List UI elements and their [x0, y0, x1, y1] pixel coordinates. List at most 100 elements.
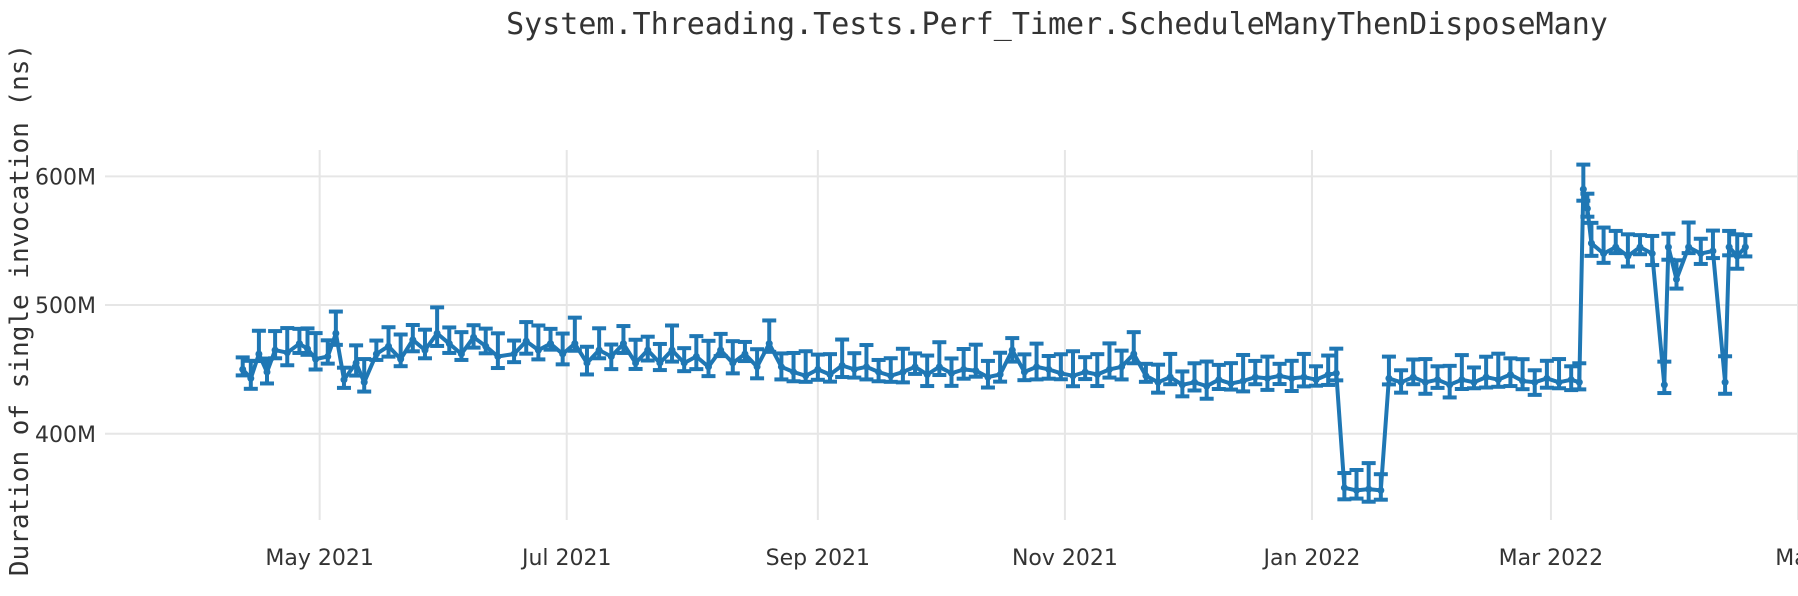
data-point — [1479, 354, 1494, 390]
data-point — [478, 326, 493, 356]
data-point — [652, 341, 667, 373]
data-point — [1681, 220, 1696, 256]
data-point — [993, 350, 1008, 384]
y-tick-label: 500M — [35, 294, 96, 319]
data-point — [1552, 357, 1567, 391]
data-point — [1515, 357, 1530, 392]
data-point — [579, 344, 594, 377]
data-point — [1211, 362, 1226, 391]
data-point — [1151, 362, 1166, 395]
y-axis-label: Duration of single invocation (ns) — [5, 44, 35, 576]
data-point — [1175, 369, 1190, 399]
data-point — [555, 331, 570, 367]
data-point — [1657, 359, 1672, 396]
data-point — [1361, 461, 1376, 504]
data-point — [454, 330, 469, 362]
data-point — [1114, 348, 1129, 382]
data-point — [1669, 258, 1684, 291]
x-tick-label: Nov 2021 — [1012, 546, 1118, 571]
data-point — [835, 337, 850, 380]
y-tick-label: 400M — [35, 423, 96, 448]
data-point — [1564, 364, 1579, 393]
data-point — [1430, 364, 1445, 390]
data-point — [774, 351, 789, 382]
data-point — [1738, 233, 1753, 259]
data-point — [786, 350, 801, 384]
data-point — [1102, 341, 1117, 380]
data-point — [1005, 336, 1020, 364]
data-point — [1296, 351, 1311, 389]
data-point — [956, 346, 971, 381]
data-point — [628, 337, 643, 371]
data-point — [1187, 361, 1202, 393]
data-point — [798, 349, 813, 384]
data-point — [1337, 471, 1352, 502]
data-point — [543, 326, 558, 352]
gridlines — [105, 150, 1798, 520]
data-point — [810, 352, 825, 382]
data-point — [567, 315, 582, 353]
data-point — [430, 305, 445, 348]
data-point — [847, 351, 862, 380]
data-point — [1329, 346, 1344, 383]
data-point — [713, 331, 728, 359]
y-axis-ticks: 400M 500M 600M — [35, 165, 96, 447]
data-point — [725, 339, 740, 376]
data-point — [442, 325, 457, 355]
data-point — [871, 357, 886, 384]
data-point — [762, 318, 777, 354]
data-point — [1661, 231, 1676, 262]
data-point — [1284, 358, 1299, 394]
data-point — [1503, 356, 1518, 389]
data-point — [1321, 353, 1336, 387]
data-point — [1418, 357, 1433, 396]
data-point — [1596, 225, 1611, 265]
data-point — [932, 340, 947, 378]
data-point — [640, 334, 655, 363]
data-point — [616, 324, 631, 355]
data-point — [1090, 352, 1105, 389]
data-point — [1223, 361, 1238, 392]
data-point — [251, 328, 266, 364]
data-point — [604, 342, 619, 372]
data-point — [677, 346, 692, 374]
data-point — [1126, 330, 1141, 366]
data-point — [1608, 228, 1623, 256]
data-point — [1017, 352, 1032, 383]
data-point — [328, 309, 343, 347]
data-point — [1718, 354, 1733, 396]
data-point — [1248, 358, 1263, 387]
data-point — [1309, 364, 1324, 388]
data-point — [1078, 355, 1093, 382]
x-tick-label: May — [1775, 546, 1798, 571]
data-point — [1693, 236, 1708, 266]
data-point — [336, 365, 351, 390]
data-point — [490, 331, 505, 371]
data-point — [417, 327, 432, 361]
data-point — [1442, 363, 1457, 400]
data-point — [1539, 358, 1554, 390]
data-point — [1236, 352, 1251, 394]
data-point — [908, 351, 923, 376]
data-point — [980, 358, 995, 390]
data-point — [665, 323, 680, 364]
data-point — [280, 326, 295, 368]
data-point — [1260, 354, 1275, 392]
data-point — [1163, 351, 1178, 387]
data-point — [1041, 353, 1056, 381]
data-point — [1722, 228, 1737, 258]
data-point — [1620, 232, 1635, 269]
data-point — [1705, 228, 1720, 261]
data-point — [1406, 357, 1421, 387]
data-point — [466, 323, 481, 350]
data-point — [1394, 368, 1409, 395]
data-point — [1029, 341, 1044, 382]
data-point — [1066, 349, 1081, 389]
data-point — [750, 347, 765, 381]
x-tick-label: Mar 2022 — [1499, 546, 1604, 571]
x-axis-ticks: May 2021 Jul 2021 Sep 2021 Nov 2021 Jan 2022… — [265, 546, 1798, 571]
data-point — [920, 353, 935, 389]
data-point — [1454, 353, 1469, 391]
plot-area — [235, 162, 1753, 504]
